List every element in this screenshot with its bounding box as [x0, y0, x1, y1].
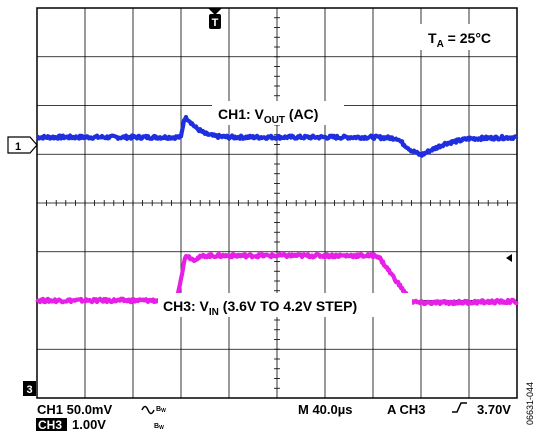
ch3-setting-label: CH3	[38, 418, 62, 432]
ac-coupling-icon	[141, 405, 155, 415]
graticule	[36, 7, 518, 399]
trace-ch1	[35, 114, 519, 158]
scope-settings: CH1 50.0mV BW CH3 1.00V BW M 40.0µs A CH…	[36, 402, 511, 432]
rising-edge-icon	[452, 402, 467, 413]
temperature-label: TA = 25°C	[428, 30, 491, 50]
trigger-source-setting: A CH3	[387, 402, 426, 417]
waveform-traces	[35, 114, 519, 307]
trigger-level-setting: 3.70V	[477, 402, 511, 417]
trace-ch3	[35, 251, 519, 307]
trigger-position-marker: T	[208, 8, 222, 29]
timebase-setting: M 40.0µs	[298, 402, 352, 417]
ch3-ground-marker: 3	[23, 381, 36, 396]
ch3-volts-setting: 1.00V	[72, 417, 106, 432]
series-label-ch3: CH3: VIN (3.6V TO 4.2V STEP)	[163, 298, 357, 318]
ch1-ground-marker: 1	[7, 136, 38, 154]
ch1-marker-label: 1	[15, 141, 21, 153]
ch1-bw-label: BW	[156, 406, 166, 414]
figure-id: 06631-044	[525, 382, 535, 425]
trigger-level-arrow	[506, 254, 512, 262]
series-label-ch1: CH1: VOUT (AC)	[218, 106, 318, 126]
ch1-setting: CH1 50.0mV	[37, 402, 112, 417]
ch3-bw-label: BW	[154, 423, 164, 431]
ch3-marker-label: 3	[26, 384, 32, 396]
trigger-marker-label: T	[212, 17, 219, 29]
